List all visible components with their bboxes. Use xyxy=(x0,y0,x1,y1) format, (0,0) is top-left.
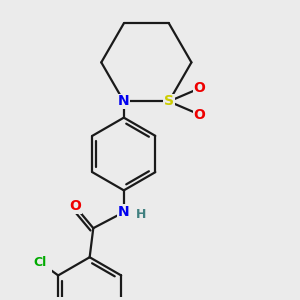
Text: H: H xyxy=(136,208,147,221)
Text: N: N xyxy=(118,94,130,108)
Text: Cl: Cl xyxy=(33,256,46,269)
Text: S: S xyxy=(164,94,174,108)
Text: O: O xyxy=(194,81,206,95)
Text: O: O xyxy=(194,107,206,122)
Text: N: N xyxy=(118,205,130,219)
Text: O: O xyxy=(69,199,81,213)
